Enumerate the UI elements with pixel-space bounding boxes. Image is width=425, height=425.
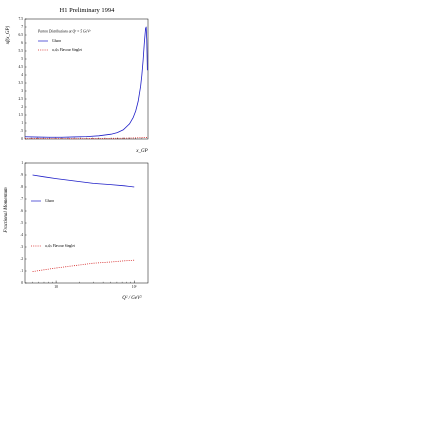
y-tick-label: 4 bbox=[21, 73, 23, 77]
y-tick-label: .3 bbox=[20, 245, 23, 249]
y-tick-label: .4 bbox=[20, 233, 23, 237]
legend-label: Gluon bbox=[45, 199, 54, 203]
y-tick-label: 2 bbox=[21, 105, 23, 109]
x-axis-title: x_GP bbox=[135, 149, 147, 154]
series-line-gluon bbox=[32, 174, 135, 188]
y-tick-label: 3 bbox=[21, 89, 23, 93]
series-line-gluon bbox=[24, 26, 148, 138]
y-tick-label: 0 bbox=[21, 137, 23, 141]
plot-frame bbox=[24, 162, 149, 284]
y-tick-label: .5 bbox=[20, 221, 23, 225]
chart-top: 0 .5 1 1.5 2 2.5 3 3.5 4 4.5 5 5.5 6 6.5 7 7.5 xf(x_GP)x… bbox=[6, 17, 149, 154]
y-tick-label: .8 bbox=[20, 185, 23, 189]
figure-title: H1 Preliminary 1994 bbox=[60, 7, 116, 14]
y-tick-label: 2.5 bbox=[19, 97, 24, 101]
y-tick-label: .9 bbox=[20, 173, 23, 177]
series-line-singlet bbox=[32, 259, 135, 272]
y-tick-label: .7 bbox=[20, 197, 23, 201]
y-tick-label: 3.5 bbox=[19, 81, 24, 85]
y-tick-label: 6 bbox=[21, 41, 23, 45]
y-tick-label: 1.5 bbox=[19, 113, 24, 117]
y-tick-label: .1 bbox=[20, 269, 23, 273]
legend-label: Gluon bbox=[52, 39, 61, 43]
x-axis-title: Q² / GeV² bbox=[122, 295, 142, 301]
y-tick-label: 7.5 bbox=[19, 17, 24, 21]
y-tick-label: .6 bbox=[20, 209, 23, 213]
y-axis-title: Fractional Momentum bbox=[4, 187, 9, 234]
chart-bottom: 0 .1 .2 .3 .4 .5 .6 .7 .8 .9 1 10 10² Fractional Mome… bbox=[4, 161, 149, 301]
y-tick-label: 5.5 bbox=[19, 49, 24, 53]
legend-label: u,d,s Flavour Singlet bbox=[45, 244, 75, 249]
legend-label: u,d,s Flavour Singlet bbox=[52, 48, 82, 53]
x-tick-label: 10² bbox=[132, 285, 137, 289]
y-tick-label: 5 bbox=[21, 57, 23, 61]
series-line-singlet bbox=[24, 137, 149, 140]
y-tick-label: .5 bbox=[20, 129, 23, 133]
y-tick-label: 1 bbox=[21, 161, 23, 165]
y-tick-label: .2 bbox=[20, 257, 23, 261]
y-tick-label: 0 bbox=[21, 281, 23, 285]
y-axis-title: xf(x_GP) bbox=[6, 26, 11, 46]
legend-header: Parton Distributions at Q² = 5 GeV² bbox=[37, 30, 91, 34]
x-tick-label: 10 bbox=[54, 285, 58, 289]
y-tick-label: 6.5 bbox=[19, 33, 24, 37]
y-tick-label: 4.5 bbox=[19, 65, 24, 69]
y-tick-label: 7 bbox=[21, 25, 23, 29]
y-tick-label: 1 bbox=[21, 121, 23, 125]
plot-frame bbox=[24, 18, 149, 140]
